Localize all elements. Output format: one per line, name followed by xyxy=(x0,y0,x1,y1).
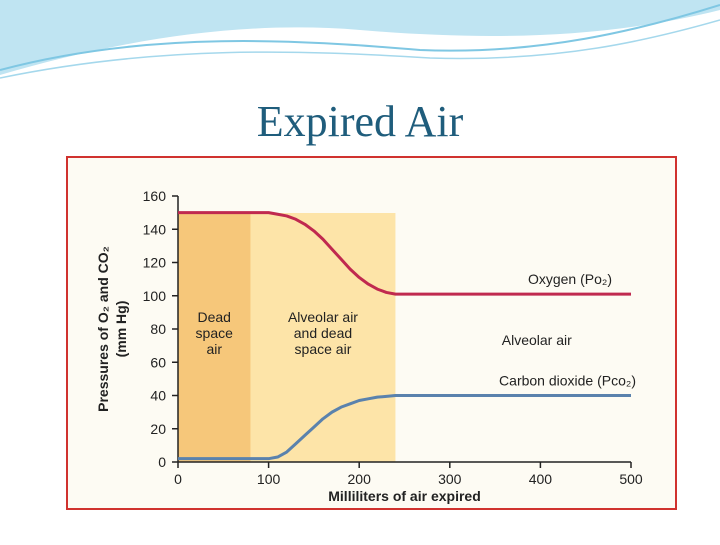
y-axis-label: (mm Hg) xyxy=(113,301,129,358)
y-tick-label: 80 xyxy=(150,321,166,337)
y-tick-label: 60 xyxy=(150,354,166,370)
x-tick-label: 200 xyxy=(348,471,372,487)
region-label-line: and dead xyxy=(294,325,352,341)
region-label-line: Dead xyxy=(198,309,231,325)
series-label: Oxygen (Po₂) xyxy=(528,271,612,287)
y-tick-label: 20 xyxy=(150,421,166,437)
x-tick-label: 100 xyxy=(257,471,281,487)
region xyxy=(178,213,251,462)
y-tick-label: 40 xyxy=(150,388,166,404)
x-tick-label: 0 xyxy=(174,471,182,487)
y-tick-label: 140 xyxy=(143,221,167,237)
wave-line xyxy=(0,19,720,79)
top-wave xyxy=(0,0,720,75)
region-label: Alveolar air and dead space air xyxy=(288,309,358,357)
wave-line xyxy=(0,4,720,71)
region-label-line: air xyxy=(206,341,222,357)
region-label-line: Alveolar air xyxy=(502,332,572,348)
region-label-line: space xyxy=(196,325,234,341)
y-tick-label: 100 xyxy=(143,288,167,304)
region-label-line: Alveolar air xyxy=(288,309,358,325)
region-label: Alveolar air xyxy=(502,332,572,348)
series-line xyxy=(178,394,631,461)
series-line xyxy=(178,211,631,296)
region-label: Dead space air xyxy=(196,309,234,357)
x-tick-label: 400 xyxy=(529,471,553,487)
x-tick-label: 500 xyxy=(619,471,643,487)
y-tick-label: 160 xyxy=(143,188,167,204)
x-axis-label: Milliliters of air expired xyxy=(328,488,481,504)
slide-title: Expired Air xyxy=(257,97,464,146)
y-tick-label: 0 xyxy=(158,454,166,470)
x-tick-label: 300 xyxy=(438,471,462,487)
y-tick-label: 120 xyxy=(143,255,167,271)
series-label: Carbon dioxide (Pco₂) xyxy=(499,373,636,389)
region-label-line: space air xyxy=(295,341,352,357)
y-axis-label: Pressures of O₂ and CO₂ xyxy=(95,246,111,412)
